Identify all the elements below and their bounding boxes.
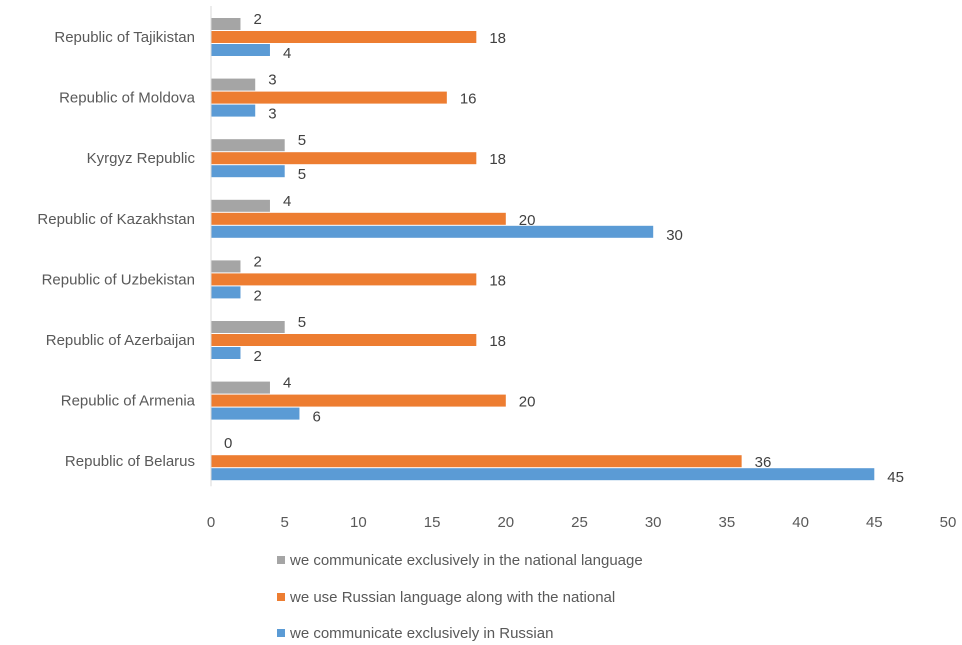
data-label-republic-of-kazakhstan-series-2: 20 xyxy=(519,212,536,229)
data-label-republic-of-belarus-series-1: 0 xyxy=(224,435,232,452)
x-tick-label-45: 45 xyxy=(866,514,883,531)
legend-swatch-series-3 xyxy=(277,629,285,637)
x-tick-labels: 0 5 10 15 20 25 30 35 40 45 50 xyxy=(207,514,957,531)
data-label-republic-of-belarus-series-3: 45 xyxy=(887,469,904,486)
data-label-republic-of-tajikistan-series-1: 2 xyxy=(253,11,261,28)
bar-republic-of-moldova-series-1 xyxy=(211,79,255,91)
data-label-republic-of-uzbekistan-series-1: 2 xyxy=(253,253,261,270)
bar-kyrgyz-republic-series-3 xyxy=(211,165,285,177)
bar-republic-of-azerbaijan-series-3 xyxy=(211,347,240,359)
data-label-republic-of-uzbekistan-series-2: 18 xyxy=(489,272,506,289)
category-label-kyrgyz-republic: Kyrgyz Republic xyxy=(87,150,196,167)
data-label-republic-of-armenia-series-1: 4 xyxy=(283,375,291,392)
bar-kyrgyz-republic-series-1 xyxy=(211,139,285,151)
category-label-republic-of-tajikistan: Republic of Tajikistan xyxy=(54,29,195,46)
data-label-kyrgyz-republic-series-1: 5 xyxy=(298,132,306,149)
data-label-republic-of-armenia-series-2: 20 xyxy=(519,394,536,411)
bar-republic-of-tajikistan-series-2 xyxy=(211,31,476,43)
data-label-republic-of-azerbaijan-series-3: 2 xyxy=(253,348,261,365)
data-label-republic-of-kazakhstan-series-1: 4 xyxy=(283,193,291,210)
bar-republic-of-belarus-series-3 xyxy=(211,468,874,480)
data-label-republic-of-belarus-series-2: 36 xyxy=(755,454,772,471)
data-label-republic-of-kazakhstan-series-3: 30 xyxy=(666,227,683,244)
bar-republic-of-armenia-series-1 xyxy=(211,382,270,394)
bar-republic-of-moldova-series-2 xyxy=(211,92,447,104)
x-tick-label-0: 0 xyxy=(207,514,215,531)
bar-republic-of-azerbaijan-series-1 xyxy=(211,321,285,333)
bar-republic-of-kazakhstan-series-2 xyxy=(211,213,506,225)
legend-label-series-3: we communicate exclusively in Russian xyxy=(289,625,553,642)
bar-republic-of-tajikistan-series-3 xyxy=(211,44,270,56)
bar-republic-of-uzbekistan-series-2 xyxy=(211,273,476,285)
category-label-republic-of-armenia: Republic of Armenia xyxy=(61,393,196,410)
x-tick-label-50: 50 xyxy=(940,514,957,531)
data-label-republic-of-tajikistan-series-3: 4 xyxy=(283,45,291,62)
data-label-republic-of-moldova-series-2: 16 xyxy=(460,91,477,108)
data-label-kyrgyz-republic-series-2: 18 xyxy=(489,151,506,168)
bar-republic-of-uzbekistan-series-1 xyxy=(211,260,240,272)
bars-layer xyxy=(211,18,874,480)
category-label-republic-of-uzbekistan: Republic of Uzbekistan xyxy=(42,271,195,288)
legend: we communicate exclusively in the nation… xyxy=(277,552,643,642)
data-label-kyrgyz-republic-series-3: 5 xyxy=(298,166,306,183)
x-tick-label-35: 35 xyxy=(719,514,736,531)
bar-republic-of-uzbekistan-series-3 xyxy=(211,286,240,298)
bar-republic-of-kazakhstan-series-1 xyxy=(211,200,270,212)
legend-label-series-2: we use Russian language along with the n… xyxy=(289,589,615,606)
category-label-republic-of-kazakhstan: Republic of Kazakhstan xyxy=(37,211,195,228)
bar-republic-of-moldova-series-3 xyxy=(211,105,255,117)
data-label-republic-of-moldova-series-3: 3 xyxy=(268,106,276,123)
bar-republic-of-azerbaijan-series-2 xyxy=(211,334,476,346)
bar-republic-of-kazakhstan-series-3 xyxy=(211,226,653,238)
x-tick-label-40: 40 xyxy=(792,514,809,531)
bar-republic-of-armenia-series-3 xyxy=(211,408,299,420)
data-label-republic-of-tajikistan-series-2: 18 xyxy=(489,30,506,47)
category-label-republic-of-belarus: Republic of Belarus xyxy=(65,453,195,470)
x-tick-label-30: 30 xyxy=(645,514,662,531)
category-labels: Republic of Tajikistan Republic of Moldov… xyxy=(37,29,195,470)
data-label-republic-of-uzbekistan-series-3: 2 xyxy=(253,287,261,304)
x-tick-label-5: 5 xyxy=(281,514,289,531)
data-label-republic-of-moldova-series-1: 3 xyxy=(268,72,276,89)
data-label-republic-of-armenia-series-3: 6 xyxy=(312,409,320,426)
legend-swatch-series-1 xyxy=(277,556,285,564)
data-label-republic-of-azerbaijan-series-2: 18 xyxy=(489,333,506,350)
x-tick-label-25: 25 xyxy=(571,514,588,531)
data-label-republic-of-azerbaijan-series-1: 5 xyxy=(298,314,306,331)
x-tick-label-20: 20 xyxy=(497,514,514,531)
legend-label-series-1: we communicate exclusively in the nation… xyxy=(289,552,643,569)
bar-kyrgyz-republic-series-2 xyxy=(211,152,476,164)
bar-republic-of-armenia-series-2 xyxy=(211,395,506,407)
bar-republic-of-tajikistan-series-1 xyxy=(211,18,240,30)
category-label-republic-of-moldova: Republic of Moldova xyxy=(59,90,196,107)
legend-swatch-series-2 xyxy=(277,593,285,601)
x-tick-label-10: 10 xyxy=(350,514,367,531)
x-tick-label-15: 15 xyxy=(424,514,441,531)
category-label-republic-of-azerbaijan: Republic of Azerbaijan xyxy=(46,332,195,349)
bar-republic-of-belarus-series-2 xyxy=(211,455,742,467)
